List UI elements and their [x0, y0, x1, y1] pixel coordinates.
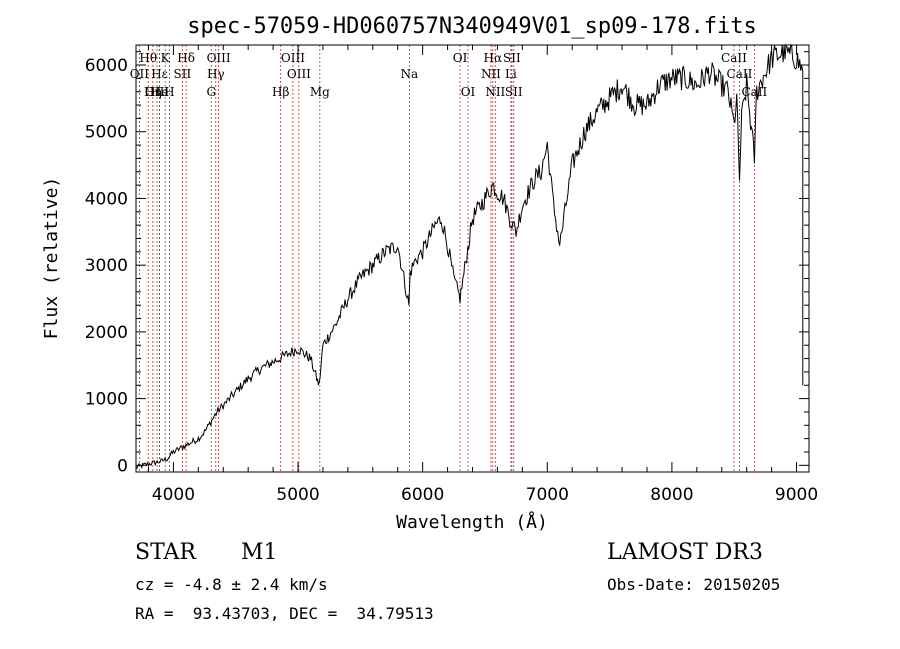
survey-name: LAMOST DR3 [607, 540, 763, 565]
x-tick-label: 9000 [775, 485, 818, 505]
line-label: Hδ [177, 51, 195, 65]
line-label: OI [453, 51, 468, 65]
observation-date: Obs-Date: 20150205 [607, 575, 781, 594]
line-label: Hη [144, 85, 162, 99]
x-tick-label: 4000 [152, 485, 195, 505]
object-subclass: M1 [241, 540, 278, 565]
y-tick-label: 3000 [85, 256, 128, 276]
line-label: Hγ [207, 67, 225, 81]
line-label: OIII [281, 51, 305, 65]
line-label: Hβ [272, 85, 289, 99]
object-type: STAR [135, 540, 196, 565]
coordinates: RA = 93.43703, DEC = 34.79513 [135, 604, 434, 623]
x-tick-label: 7000 [526, 485, 569, 505]
line-label: Li [505, 67, 517, 81]
line-label: Mg [310, 85, 330, 99]
line-label: K [161, 51, 171, 65]
line-label: OII [130, 67, 150, 81]
y-tick-label: 6000 [85, 56, 128, 76]
line-label: CaII [721, 51, 747, 65]
line-label: G [206, 85, 216, 99]
line-label: He [151, 85, 169, 99]
y-tick-label: 0 [117, 456, 128, 476]
line-label: SII [503, 51, 521, 65]
x-axis-ticks: 4000 5000 6000 7000 8000 9000 [147, 45, 818, 505]
line-label: Hθ [139, 51, 157, 65]
x-tick-label: 8000 [650, 485, 693, 505]
line-label: Hα [484, 51, 503, 65]
y-tick-label: 1000 [85, 390, 128, 410]
y-tick-label: 4000 [85, 189, 128, 209]
line-label: OI [461, 85, 476, 99]
chart-title: spec-57059-HD060757N340949V01_sp09-178.f… [187, 14, 757, 39]
y-axis-ticks: 0 1000 2000 3000 4000 5000 6000 [85, 51, 809, 476]
x-tick-label: 5000 [276, 485, 319, 505]
line-label: Na [400, 67, 418, 81]
line-label: H [164, 85, 174, 99]
line-label: Hε [151, 67, 168, 81]
line-label: CaII [727, 67, 753, 81]
line-label: SII [174, 67, 192, 81]
emission-line-markers [138, 45, 755, 472]
line-label: NII [481, 67, 501, 81]
y-tick-label: 2000 [85, 323, 128, 343]
line-label: OIII [145, 85, 169, 99]
redshift-velocity: cz = -4.8 ± 2.4 km/s [135, 575, 328, 594]
line-label: OIII [207, 51, 231, 65]
x-axis-label: Wavelength (Å) [396, 511, 548, 533]
plot-frame [135, 44, 810, 473]
y-axis-label: Flux (relative) [41, 177, 62, 340]
line-label: SII [505, 85, 523, 99]
line-label: OIII [287, 67, 311, 81]
x-tick-label: 6000 [401, 485, 444, 505]
spectrum-line [135, 43, 804, 470]
y-tick-label: 5000 [85, 123, 128, 143]
line-label: NII [485, 85, 505, 99]
